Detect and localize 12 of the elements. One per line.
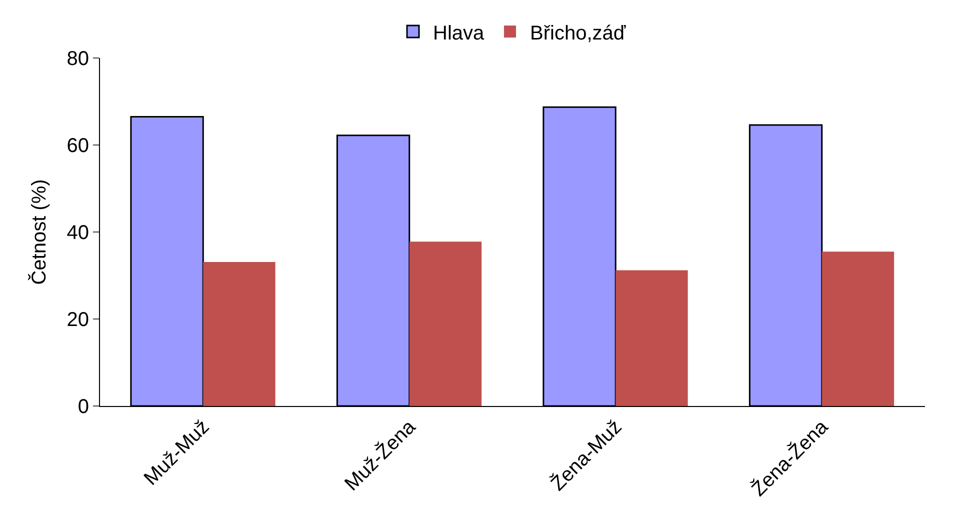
bar (616, 270, 688, 406)
y-axis-title: Četnost (%) (27, 179, 50, 285)
bar (409, 242, 482, 406)
y-tick-label: 0 (78, 396, 89, 418)
bar (822, 252, 894, 406)
y-tick-label: 60 (66, 135, 89, 157)
y-tick-label: 40 (66, 222, 89, 244)
y-tick-label: 80 (66, 48, 89, 70)
bar (203, 262, 276, 406)
y-tick-label: 20 (66, 309, 89, 331)
legend-label: Břicho,záď (530, 22, 626, 44)
legend-label: Hlava (433, 22, 486, 44)
